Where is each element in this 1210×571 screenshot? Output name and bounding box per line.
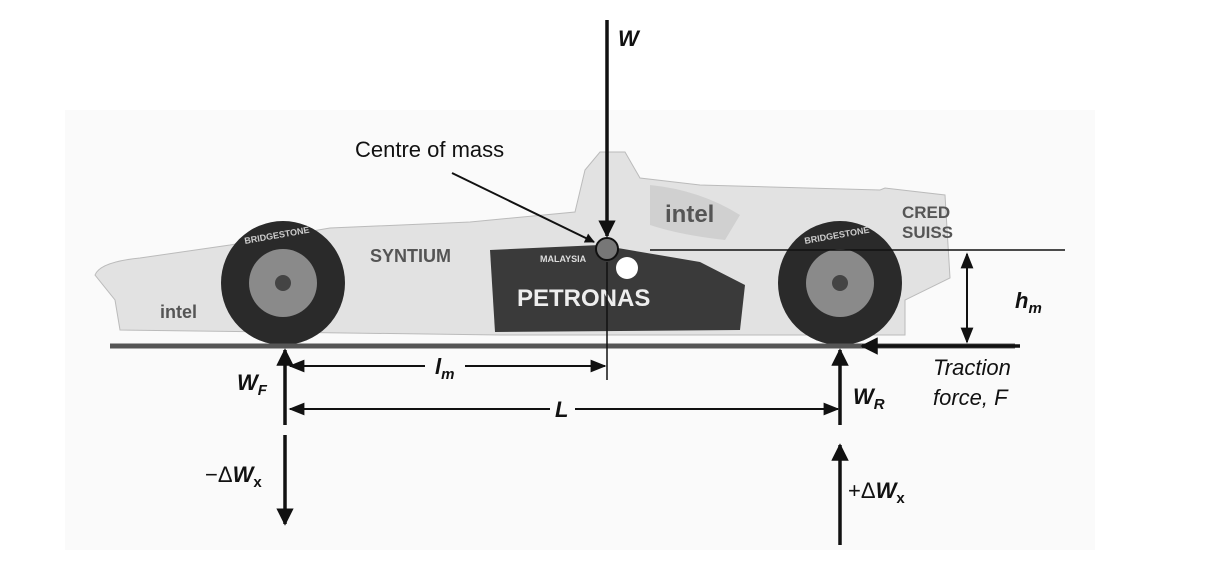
rear-transfer-label: +ΔWx <box>848 478 905 507</box>
centre-of-mass <box>595 237 619 261</box>
rear-load-label: WR <box>853 384 885 413</box>
cg-distance-label: lm <box>435 354 454 383</box>
height-label: hm <box>1015 288 1042 317</box>
traction-label: force, F <box>933 385 1009 410</box>
car: intel SYNTIUM MALAYSIA PETRONAS intel CR… <box>94 151 953 345</box>
livery: SUISS <box>902 223 953 242</box>
livery: CRED <box>902 203 950 222</box>
front-transfer-label: −ΔWx <box>205 462 262 491</box>
front-wheel <box>221 221 345 345</box>
livery: intel <box>160 302 197 322</box>
weight-label: W <box>618 26 641 51</box>
com-pointer <box>451 172 595 243</box>
wheelbase-label: L <box>555 397 568 422</box>
com-label: Centre of mass <box>355 137 504 162</box>
livery: intel <box>665 201 714 228</box>
livery: SYNTIUM <box>370 246 451 266</box>
rear-wheel <box>778 221 902 345</box>
livery: MALAYSIA <box>540 254 587 264</box>
traction-label: Traction <box>933 355 1011 380</box>
front-load-label: WF <box>237 370 268 399</box>
livery: PETRONAS <box>517 285 650 312</box>
